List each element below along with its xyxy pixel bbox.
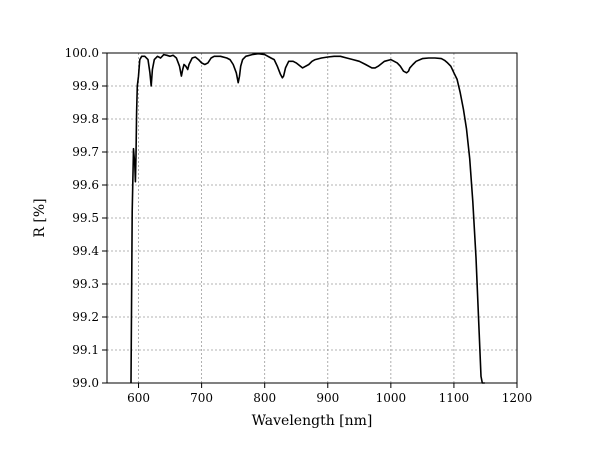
x-tick-label: 700 [190,391,213,405]
y-tick-label: 99.0 [72,376,99,390]
y-tick-label: 99.4 [72,244,99,258]
x-axis-label: Wavelength [nm] [252,413,373,429]
y-tick-label: 99.6 [72,178,99,192]
x-tick-label: 1200 [502,391,533,405]
y-tick-label: 99.2 [72,310,99,324]
reflectance-series-line [130,52,485,384]
y-tick-label: 99.5 [72,211,99,225]
plot-area [130,52,485,384]
y-tick-label: 100.0 [65,46,99,60]
y-tick-label: 99.9 [72,79,99,93]
y-tick-label: 99.8 [72,112,99,126]
y-tick-label: 99.7 [72,145,99,159]
x-tick-label: 800 [253,391,276,405]
grid [107,53,517,383]
x-tick-label: 1000 [376,391,407,405]
y-tick-label: 99.1 [72,343,99,357]
x-tick-label: 900 [316,391,339,405]
y-tick-label: 99.3 [72,277,99,291]
x-tick-label: 600 [127,391,150,405]
axis-ticks: 600 700 800 900 1000 1100 1200 99.0 99.1 99.2 99.3… [65,46,533,405]
x-tick-label: 1100 [439,391,470,405]
y-axis-label: R [%] [32,198,48,237]
